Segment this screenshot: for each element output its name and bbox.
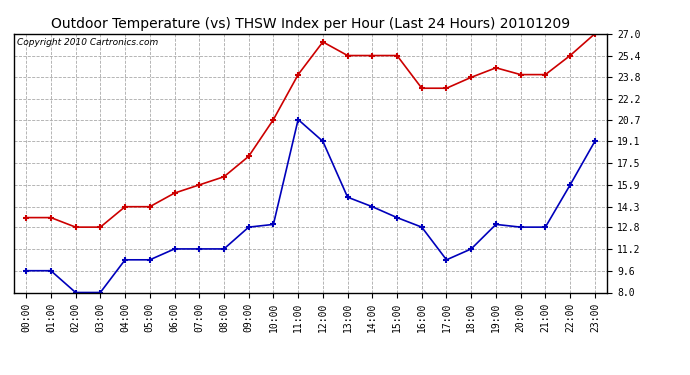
Text: Copyright 2010 Cartronics.com: Copyright 2010 Cartronics.com	[17, 38, 158, 46]
Title: Outdoor Temperature (vs) THSW Index per Hour (Last 24 Hours) 20101209: Outdoor Temperature (vs) THSW Index per …	[51, 17, 570, 31]
